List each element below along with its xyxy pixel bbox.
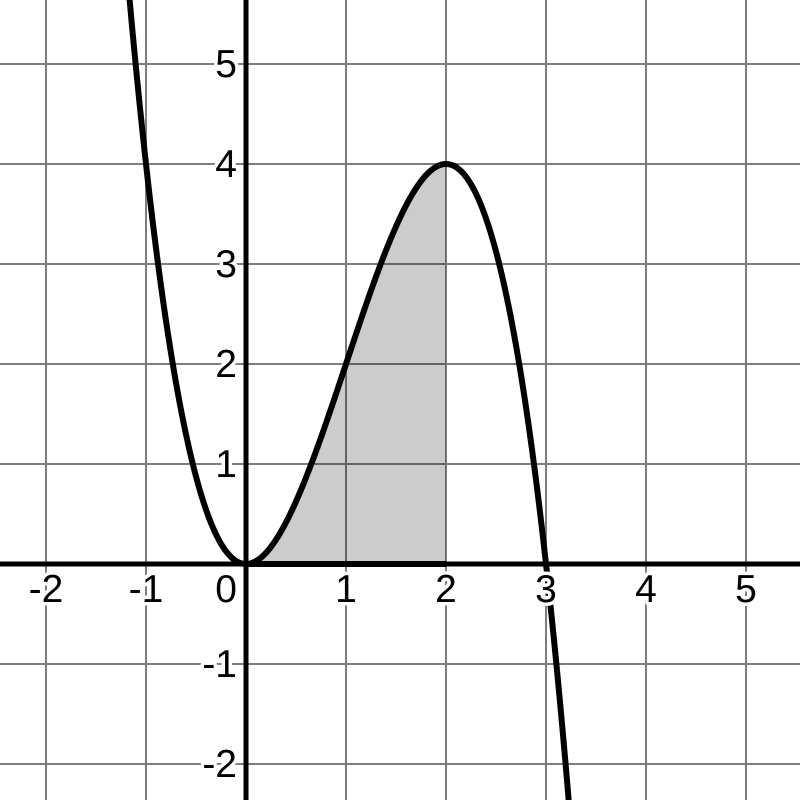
y-axis-tick-label: -1 xyxy=(202,643,237,686)
y-axis-tick-label: 1 xyxy=(215,443,237,486)
y-axis-tick-label: 3 xyxy=(215,243,237,286)
y-axis-tick-label: 2 xyxy=(215,343,237,386)
x-axis-tick-label: -2 xyxy=(29,568,64,611)
x-axis-tick-label: 5 xyxy=(735,568,757,611)
x-axis-tick-label: 2 xyxy=(435,568,457,611)
y-axis-tick-label: -2 xyxy=(202,743,237,786)
x-axis-tick-label: 4 xyxy=(635,568,657,611)
x-axis-tick-label: -1 xyxy=(129,568,164,611)
y-axis-tick-label: 4 xyxy=(215,143,237,186)
origin-label: 0 xyxy=(215,568,237,611)
x-axis-tick-label: 1 xyxy=(335,568,357,611)
x-axis-tick-label: 3 xyxy=(535,568,557,611)
cubic-curve xyxy=(126,0,572,800)
y-axis-tick-label: 5 xyxy=(215,43,237,86)
